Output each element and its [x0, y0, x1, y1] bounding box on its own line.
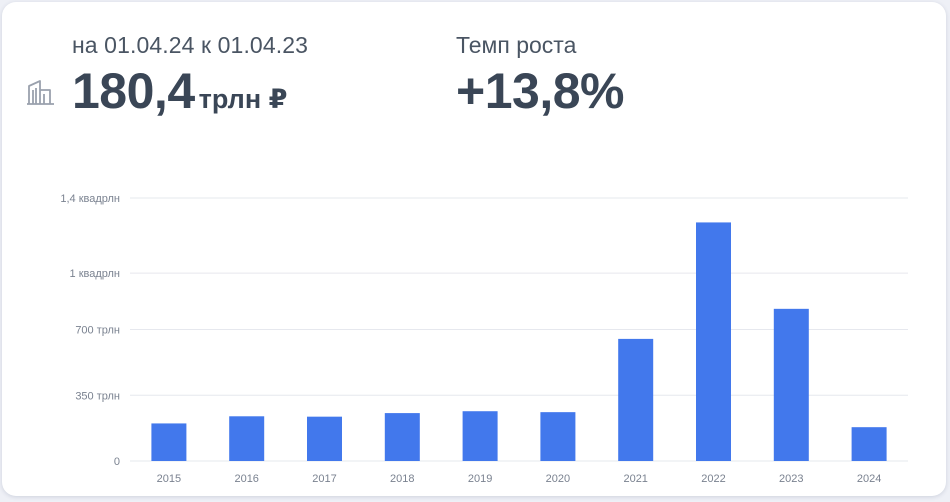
x-tick-label: 2020 [546, 473, 570, 485]
y-tick-label: 0 [114, 456, 120, 468]
bar-2018[interactable] [384, 413, 420, 461]
y-tick-label: 350 трлн [75, 390, 120, 402]
bar-2017[interactable] [307, 416, 342, 461]
y-tick-label: 1,4 квадрлн [60, 193, 120, 205]
growth-value: +13,8% [456, 63, 624, 119]
x-tick-label: 2022 [701, 473, 725, 485]
bars-layer [151, 222, 887, 461]
bar-chart: 0 350 трлн 700 трлн 1 квадрлн 1,4 квадрлн 20… [60, 193, 908, 485]
x-tick-label: 2016 [234, 473, 258, 485]
x-tick-label: 2021 [623, 473, 647, 485]
bar-2019[interactable] [462, 411, 498, 461]
y-tick-label: 1 квадрлн [70, 268, 120, 280]
bar-2024[interactable] [851, 427, 887, 461]
x-tick-label: 2015 [157, 473, 181, 485]
period-label: на 01.04.24 к 01.04.23 [72, 32, 308, 58]
x-tick-label: 2017 [312, 473, 336, 485]
bar-2015[interactable] [151, 423, 187, 461]
x-axis-ticks: 2015 2016 2017 2018 2019 2020 2021 2022 2023 2024 [157, 473, 882, 485]
stats-card: на 01.04.24 к 01.04.23 180,4 трлн ₽ Темп … [2, 2, 946, 496]
bar-2023[interactable] [773, 308, 809, 461]
x-tick-label: 2019 [468, 473, 492, 485]
y-axis-ticks: 0 350 трлн 700 трлн 1 квадрлн 1,4 квадрлн [60, 193, 120, 468]
total-value: 180,4 [72, 63, 195, 119]
bar-2022[interactable] [696, 222, 731, 461]
total-unit: трлн ₽ [198, 84, 288, 114]
x-tick-label: 2018 [390, 473, 414, 485]
x-tick-label: 2024 [857, 473, 881, 485]
total-row: 180,4 трлн ₽ [72, 62, 287, 120]
building-icon [27, 80, 54, 105]
y-tick-label: 700 трлн [75, 325, 120, 337]
x-tick-label: 2023 [779, 473, 803, 485]
bar-2016[interactable] [229, 416, 265, 461]
growth-label: Темп роста [456, 32, 577, 58]
bar-2020[interactable] [540, 412, 576, 461]
bar-2021[interactable] [618, 338, 654, 461]
